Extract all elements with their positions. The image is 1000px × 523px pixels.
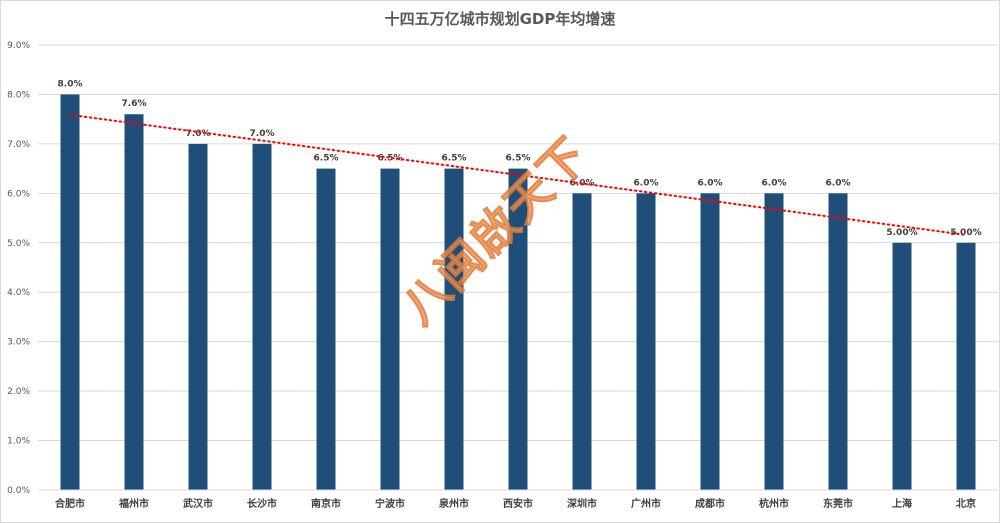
data-label: 6.0% (634, 178, 659, 188)
category-label: 西安市 (503, 497, 533, 510)
data-label: 5.00% (950, 228, 981, 238)
bar (60, 94, 80, 490)
category-label: 泉州市 (438, 497, 469, 510)
bar (572, 193, 592, 491)
category-label: 东莞市 (823, 497, 853, 510)
category-label: 广州市 (631, 497, 661, 510)
bar (252, 143, 272, 490)
bar (124, 114, 144, 490)
y-tick-label: 9.0% (7, 41, 30, 51)
bar (828, 193, 848, 491)
data-label: 6.0% (826, 178, 851, 188)
data-label: 6.5% (314, 154, 339, 164)
data-label: 6.0% (698, 178, 723, 188)
y-tick-label: 0.0% (7, 486, 30, 496)
category-label: 南京市 (311, 497, 341, 510)
y-tick-label: 8.0% (7, 90, 30, 100)
bar (508, 168, 528, 490)
y-tick-label: 2.0% (7, 387, 30, 397)
data-label: 6.5% (506, 154, 531, 164)
category-label: 北京 (956, 497, 976, 510)
data-label: 6.5% (442, 154, 467, 164)
data-label: 8.0% (58, 79, 83, 89)
category-label: 长沙市 (247, 497, 277, 510)
chart-title: 十四五万亿城市规划GDP年均增速 (384, 10, 616, 28)
bar (380, 168, 400, 490)
data-label: 7.0% (186, 129, 211, 139)
bar (316, 168, 336, 490)
bar (956, 242, 976, 490)
y-tick-label: 4.0% (7, 288, 30, 298)
category-label: 上海 (892, 497, 912, 510)
data-label: 7.6% (122, 99, 147, 109)
category-label: 武汉市 (183, 497, 213, 510)
data-label: 7.0% (250, 129, 275, 139)
bar (700, 193, 720, 491)
y-tick-label: 5.0% (7, 239, 30, 249)
data-label: 6.0% (762, 178, 787, 188)
bar (188, 143, 208, 490)
category-label: 合肥市 (54, 497, 85, 510)
y-tick-label: 1.0% (7, 437, 30, 447)
y-tick-label: 7.0% (7, 140, 30, 150)
category-label: 宁波市 (375, 497, 405, 510)
y-tick-label: 3.0% (7, 338, 30, 348)
bar (764, 193, 784, 491)
bar (444, 168, 464, 490)
category-label: 深圳市 (567, 497, 597, 510)
trendline (69, 113, 967, 236)
bar (892, 242, 912, 490)
y-tick-label: 6.0% (7, 189, 30, 199)
category-label: 杭州市 (759, 497, 789, 510)
category-label: 成都市 (695, 497, 725, 510)
bar (636, 193, 656, 491)
data-label: 5.00% (886, 228, 917, 238)
data-label: 6.5% (378, 154, 403, 164)
category-label: 福州市 (118, 497, 149, 510)
